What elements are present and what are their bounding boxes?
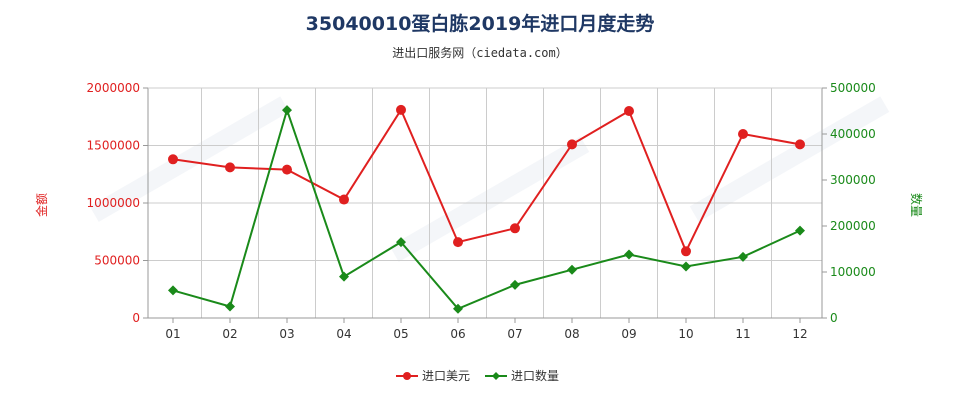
x-tick-label: 11: [735, 327, 750, 341]
data-point-usd: [225, 162, 235, 173]
left-tick-label: 500000: [94, 254, 140, 268]
right-tick-label: 300000: [830, 173, 876, 187]
data-point-usd: [453, 237, 463, 248]
data-point-qty: [567, 264, 577, 275]
right-tick-label: 500000: [830, 81, 876, 95]
chart-subtitle: 进出口服务网（ciedata.com）: [392, 46, 568, 60]
data-point-qty: [681, 261, 691, 272]
x-tick-label: 09: [621, 327, 636, 341]
watermark-band: [689, 96, 890, 222]
left-axis-title: 金额: [34, 193, 49, 217]
data-point-usd: [396, 104, 406, 115]
right-tick-label: 100000: [830, 265, 876, 279]
data-point-qty: [795, 225, 805, 236]
right-tick-label: 400000: [830, 127, 876, 141]
series-line-2: [172, 106, 801, 311]
data-point-usd: [795, 139, 805, 150]
data-point-usd: [510, 223, 520, 234]
data-point-usd: [567, 139, 577, 150]
left-tick-label: 1500000: [87, 139, 140, 153]
data-point-usd: [681, 246, 691, 257]
left-tick-label: 2000000: [87, 81, 140, 95]
data-point-qty: [225, 301, 235, 312]
watermark-band: [89, 96, 290, 222]
data-point-usd: [624, 106, 634, 116]
data-point-qty: [510, 279, 520, 290]
watermark-layer: [89, 96, 890, 262]
legend: 进口美元 进口数量: [396, 368, 559, 383]
x-tick-label: 04: [336, 327, 351, 341]
left-tick-label: 1000000: [87, 196, 140, 210]
legend-label: 进口数量: [511, 368, 559, 383]
legend-marker: [492, 372, 500, 380]
watermark-band: [389, 136, 590, 262]
x-tick-label: 10: [678, 327, 693, 341]
data-point-qty: [168, 285, 178, 296]
x-tick-label: 01: [165, 327, 180, 341]
series-line-1: [172, 107, 801, 254]
data-point-qty: [339, 271, 349, 282]
chart-title: 35040010蛋白胨2019年进口月度走势: [305, 13, 655, 35]
right-tick-label: 200000: [830, 219, 876, 233]
left-tick-label: 0: [132, 311, 140, 325]
x-tick-label: 07: [507, 327, 522, 341]
x-tick-label: 03: [279, 327, 294, 341]
data-point-qty: [453, 303, 463, 314]
legend-marker: [403, 372, 411, 380]
data-point-usd: [339, 194, 349, 205]
x-tick-label: 02: [222, 327, 237, 341]
data-point-usd: [738, 129, 748, 139]
x-tick-label: 05: [393, 327, 408, 341]
x-tick-label: 08: [564, 327, 579, 341]
data-point-qty: [396, 237, 406, 248]
series-layer: [168, 104, 805, 314]
x-tick-label: 12: [792, 327, 807, 341]
data-point-qty: [738, 251, 748, 262]
data-point-usd: [282, 164, 292, 175]
x-tick-label: 06: [450, 327, 465, 341]
legend-label: 进口美元: [422, 369, 470, 383]
data-point-qty: [624, 249, 634, 260]
data-point-qty: [282, 105, 292, 116]
axes-layer: 0 500000 1000000 1500000 2000000 0 100000 20000…: [34, 81, 924, 341]
data-point-usd: [168, 154, 178, 165]
right-axis-title: 数量: [909, 193, 924, 217]
right-tick-label: 0: [830, 311, 838, 325]
